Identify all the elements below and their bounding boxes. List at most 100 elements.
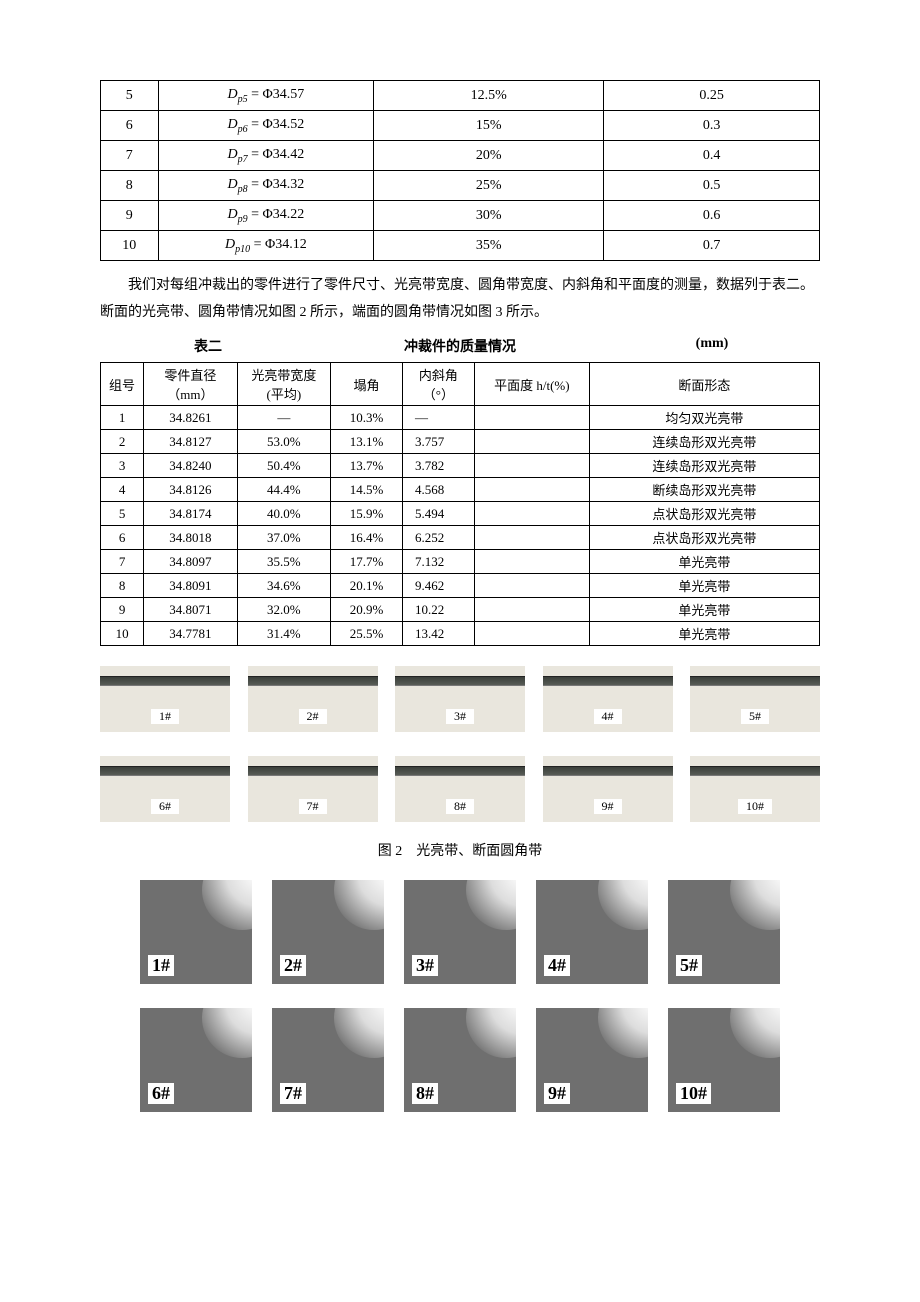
cell-morph: 单光亮带 (589, 598, 819, 622)
quality-table: 组号 零件直径 （mm） 光亮带宽度 (平均) 塌角 内斜角 （°） 平面度 h… (100, 362, 820, 646)
table-row: 1034.778131.4%25.5%13.42单光亮带 (101, 622, 820, 646)
cell-dia: 34.8127 (144, 430, 237, 454)
table-row: 834.809134.6%20.1%9.462单光亮带 (101, 574, 820, 598)
sample-label: 3# (446, 709, 474, 724)
cell-angle: 9.462 (402, 574, 474, 598)
cell-num: 6 (101, 111, 159, 141)
cell-pct: 12.5% (374, 81, 604, 111)
edge-sample: 4# (543, 666, 673, 732)
corner-sample: 4# (536, 880, 648, 984)
cell-gap: 0.25 (604, 81, 820, 111)
th-diameter-l2: （mm） (148, 384, 232, 403)
cell-angle: 4.568 (402, 478, 474, 502)
cell-morph: 均匀双光亮带 (589, 406, 819, 430)
cell-flat (474, 454, 589, 478)
th-brightband-l2: (平均) (242, 384, 326, 403)
sample-label: 9# (594, 799, 622, 814)
cell-band: 50.4% (237, 454, 330, 478)
edge-sample: 3# (395, 666, 525, 732)
cell-angle: 13.42 (402, 622, 474, 646)
cell-group: 8 (101, 574, 144, 598)
th-collapse: 塌角 (331, 363, 403, 406)
cell-group: 9 (101, 598, 144, 622)
cell-band: 32.0% (237, 598, 330, 622)
table2-title-center: 冲裁件的质量情况 (316, 336, 604, 356)
cell-angle: 3.757 (402, 430, 474, 454)
cell-angle: 6.252 (402, 526, 474, 550)
cell-band: 37.0% (237, 526, 330, 550)
cell-group: 3 (101, 454, 144, 478)
corner-sample: 2# (272, 880, 384, 984)
cell-gap: 0.5 (604, 171, 820, 201)
sample-label: 5# (741, 709, 769, 724)
th-angle-l1: 内斜角 (407, 365, 470, 384)
sample-label: 2# (299, 709, 327, 724)
cell-collapse: 25.5% (331, 622, 403, 646)
cell-flat (474, 406, 589, 430)
sample-label: 9# (544, 1083, 570, 1104)
cell-band: 31.4% (237, 622, 330, 646)
sample-label: 5# (676, 955, 702, 976)
cell-morph: 点状岛形双光亮带 (589, 526, 819, 550)
table-row: 934.807132.0%20.9%10.22单光亮带 (101, 598, 820, 622)
table2-title-right: (mm) (604, 336, 820, 356)
cell-pct: 30% (374, 201, 604, 231)
table-row: 334.824050.4%13.7%3.782连续岛形双光亮带 (101, 454, 820, 478)
parameters-table: 5Dp5 = Φ34.5712.5%0.256Dp6 = Φ34.5215%0.… (100, 80, 820, 261)
th-diameter: 零件直径 （mm） (144, 363, 237, 406)
cell-flat (474, 574, 589, 598)
corner-sample: 5# (668, 880, 780, 984)
cell-collapse: 17.7% (331, 550, 403, 574)
body-paragraph: 我们对每组冲裁出的零件进行了零件尺寸、光亮带宽度、圆角带宽度、内斜角和平面度的测… (100, 273, 820, 326)
table-row: 534.817440.0%15.9%5.494点状岛形双光亮带 (101, 502, 820, 526)
table-row: 7Dp7 = Φ34.4220%0.4 (101, 141, 820, 171)
sample-label: 6# (151, 799, 179, 814)
cell-morph: 单光亮带 (589, 622, 819, 646)
cell-morph: 单光亮带 (589, 550, 819, 574)
sample-label: 7# (280, 1083, 306, 1104)
corner-sample: 8# (404, 1008, 516, 1112)
cell-dia: 34.8126 (144, 478, 237, 502)
sample-label: 4# (544, 955, 570, 976)
sample-label: 7# (299, 799, 327, 814)
cell-group: 1 (101, 406, 144, 430)
cell-band: 40.0% (237, 502, 330, 526)
figure3-row1: 1#2#3#4#5# (100, 880, 820, 984)
edge-sample: 7# (248, 756, 378, 822)
th-angle: 内斜角 （°） (402, 363, 474, 406)
corner-sample: 10# (668, 1008, 780, 1112)
cell-collapse: 13.1% (331, 430, 403, 454)
cell-collapse: 10.3% (331, 406, 403, 430)
table-row: 634.801837.0%16.4%6.252点状岛形双光亮带 (101, 526, 820, 550)
cell-group: 7 (101, 550, 144, 574)
cell-group: 6 (101, 526, 144, 550)
table-row: 6Dp6 = Φ34.5215%0.3 (101, 111, 820, 141)
cell-band: 53.0% (237, 430, 330, 454)
cell-collapse: 20.9% (331, 598, 403, 622)
cell-morph: 连续岛形双光亮带 (589, 454, 819, 478)
figure3-row2: 6#7#8#9#10# (100, 1008, 820, 1112)
cell-collapse: 15.9% (331, 502, 403, 526)
cell-flat (474, 526, 589, 550)
table-row: 434.812644.4%14.5%4.568断续岛形双光亮带 (101, 478, 820, 502)
cell-flat (474, 430, 589, 454)
cell-num: 5 (101, 81, 159, 111)
edge-sample: 5# (690, 666, 820, 732)
cell-collapse: 14.5% (331, 478, 403, 502)
table-row: 734.809735.5%17.7%7.132单光亮带 (101, 550, 820, 574)
cell-gap: 0.6 (604, 201, 820, 231)
cell-angle: 3.782 (402, 454, 474, 478)
cell-band: — (237, 406, 330, 430)
table-row: 5Dp5 = Φ34.5712.5%0.25 (101, 81, 820, 111)
cell-group: 4 (101, 478, 144, 502)
cell-flat (474, 598, 589, 622)
cell-dp: Dp10 = Φ34.12 (158, 231, 374, 261)
cell-dia: 34.8240 (144, 454, 237, 478)
table2-title-left: 表二 (100, 336, 316, 356)
th-diameter-l1: 零件直径 (148, 365, 232, 384)
cell-gap: 0.3 (604, 111, 820, 141)
cell-dia: 34.8097 (144, 550, 237, 574)
table-row: 8Dp8 = Φ34.3225%0.5 (101, 171, 820, 201)
cell-dp: Dp6 = Φ34.52 (158, 111, 374, 141)
cell-group: 10 (101, 622, 144, 646)
